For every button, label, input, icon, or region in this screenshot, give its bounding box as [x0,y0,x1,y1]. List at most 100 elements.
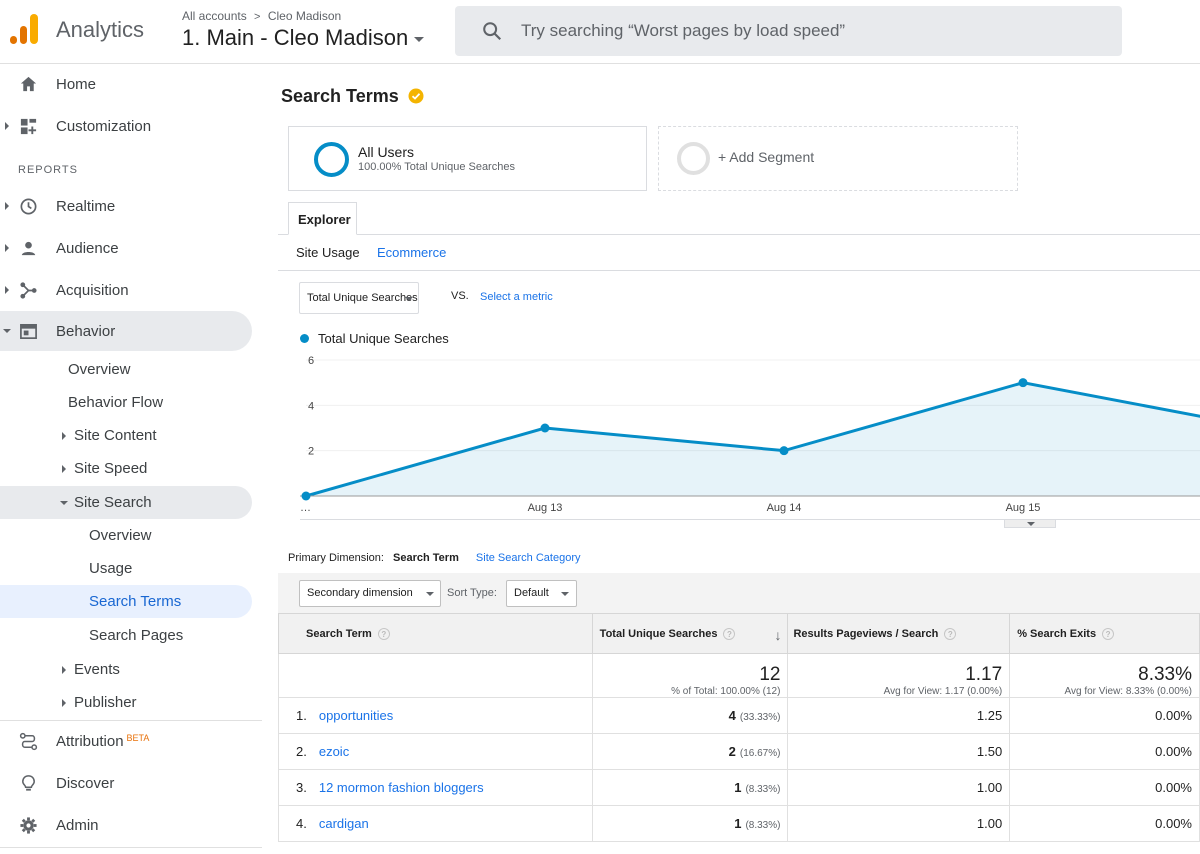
sidebar-label-realtime: Realtime [56,198,116,215]
results-pageviews-value: 1.25 [787,697,1011,734]
totals-unique-cell: 12% of Total: 100.00% (12) [591,653,789,698]
sidebar-label-site-content: Site Content [74,427,157,444]
sidebar-item-site-content[interactable]: Site Content [0,419,252,452]
help-icon[interactable]: ? [377,627,390,640]
metric-dropdown[interactable]: Total Unique Searches [299,282,419,314]
help-icon[interactable]: ? [1102,627,1115,640]
select-metric-link[interactable]: Select a metric [480,291,553,303]
sidebar-item-attribution[interactable]: Attribution BETA [0,721,252,761]
sidebar-item-site-speed[interactable]: Site Speed [0,452,252,485]
sidebar-item-realtime[interactable]: Realtime [0,186,252,226]
sidebar-label-site-search: Site Search [74,494,152,511]
sidebar-label-ss-overview: Overview [89,527,152,544]
app-name: Analytics [56,17,145,42]
unique-searches-pct: (8.33%) [745,820,781,831]
sidebar-item-behavior-flow[interactable]: Behavior Flow [0,386,252,419]
sidebar-label-acquisition: Acquisition [56,282,129,299]
search-term-link[interactable]: ezoic [318,744,350,759]
search-exits-value: 0.00% [1009,769,1200,806]
page-title-text: Search Terms [281,86,399,106]
sidebar-item-customization[interactable]: Customization [0,106,252,146]
sidebar-label-admin: Admin [56,817,99,834]
sidebar-item-home[interactable]: Home [0,64,252,104]
help-icon[interactable]: ? [944,627,957,640]
search-bar[interactable] [455,6,1122,56]
legend-swatch [300,334,309,343]
primary-dimension-row: Primary Dimension: Search Term Site Sear… [288,552,580,564]
reports-heading: REPORTS [18,164,78,176]
y-tick-label: 6 [308,355,314,367]
primary-dimension-site-search-category[interactable]: Site Search Category [475,552,581,564]
subtab-site-usage[interactable]: Site Usage [296,245,360,260]
sidebar-item-site-search[interactable]: Site Search [0,486,252,519]
column-header-results-pageviews[interactable]: Results Pageviews / Search? [787,613,1011,654]
breadcrumb-property[interactable]: Cleo Madison [267,9,342,23]
add-segment-button[interactable]: + Add Segment [658,126,1018,191]
x-tick-label: Aug 14 [767,502,802,514]
sidebar-label-audience: Audience [56,240,119,257]
sidebar-item-behavior-overview[interactable]: Overview [0,353,252,386]
column-header-total-unique-searches[interactable]: Total Unique Searches? ↓ [591,613,789,654]
view-name[interactable]: 1. Main - Cleo Madison [182,25,409,50]
tab-explorer[interactable]: Explorer [288,202,357,235]
totals-unique-sub: % of Total: 100.00% (12) [671,686,781,697]
breadcrumb[interactable]: All accounts > Cleo Madison [182,9,341,23]
caret-down-icon [1027,522,1035,526]
segment-all-users[interactable]: All Users 100.00% Total Unique Searches [288,126,647,191]
sidebar-label-site-speed: Site Speed [74,460,148,477]
table-controls: Secondary dimension Sort Type: Default [278,573,1200,613]
expand-arrow-icon [62,432,66,440]
search-term-link[interactable]: cardigan [318,816,369,831]
help-icon[interactable]: ? [723,627,736,640]
sort-type-dropdown[interactable]: Default [506,580,577,607]
totals-empty-cell [278,653,593,698]
data-point [1018,378,1028,388]
sidebar-item-audience[interactable]: Audience [0,228,252,268]
gear-icon [20,817,37,834]
row-rank: 1. [296,708,307,723]
view-selector[interactable]: 1. Main - Cleo Madison [182,25,425,51]
totals-row: 12% of Total: 100.00% (12) 1.17 Avg for V… [278,653,1200,698]
expand-arrow-icon [5,122,9,130]
legend-label: Total Unique Searches [318,331,449,346]
primary-dimension-search-term[interactable]: Search Term [393,552,459,564]
column-header-search-exits[interactable]: % Search Exits? [1009,613,1200,654]
sort-type-value: Default [514,587,549,599]
search-exits-value: 0.00% [1009,805,1200,842]
empty-segment-ring-icon [677,142,710,175]
unique-searches-value: 2 [728,744,736,759]
breadcrumb-account[interactable]: All accounts [182,9,247,23]
sidebar-item-site-search-overview[interactable]: Overview [0,519,252,552]
caret-down-icon [405,297,413,301]
sidebar-item-search-pages[interactable]: Search Pages [0,619,252,652]
x-tick-label: Aug 15 [1006,502,1041,514]
dashboard-grid-icon [20,118,37,135]
sidebar-item-acquisition[interactable]: Acquisition [0,270,252,310]
sidebar-item-events[interactable]: Events [0,653,252,686]
expand-arrow-icon [5,244,9,252]
secondary-dimension-dropdown[interactable]: Secondary dimension [299,580,441,607]
column-header-search-term[interactable]: Search Term? [278,613,593,654]
sidebar-item-discover[interactable]: Discover [0,763,252,803]
results-pageviews-value: 1.00 [787,805,1011,842]
sidebar-item-publisher[interactable]: Publisher [0,686,252,719]
search-term-link[interactable]: 12 mormon fashion bloggers [318,780,484,795]
row-rank: 4. [296,816,307,831]
table-row: 1. opportunities 4 (33.33%) 1.25 0.00% [278,697,1200,734]
totals-exits-cell: 8.33% Avg for View: 8.33% (0.00%) [1009,653,1200,698]
collapse-arrow-icon [60,501,68,505]
sidebar-item-admin[interactable]: Admin [0,805,252,845]
sidebar-item-site-search-usage[interactable]: Usage [0,552,252,585]
sidebar-item-search-terms[interactable]: Search Terms [0,585,252,618]
search-input[interactable] [521,19,1081,43]
search-term-link[interactable]: opportunities [318,708,394,723]
chart-resize-handle[interactable] [1004,519,1056,528]
sidebar-label-publisher: Publisher [74,694,137,711]
sidebar-label-attribution: Attribution BETA [56,733,150,750]
sidebar-item-behavior[interactable]: Behavior [0,311,252,351]
primary-dimension-label: Primary Dimension: [288,552,384,564]
acquisition-icon [20,282,37,299]
totals-rps-cell: 1.17 Avg for View: 1.17 (0.00%) [787,653,1011,698]
subtab-ecommerce[interactable]: Ecommerce [377,245,447,260]
line-chart[interactable]: 2 4 6 … Aug 13 Aug 14 Aug 15 [278,354,1200,529]
